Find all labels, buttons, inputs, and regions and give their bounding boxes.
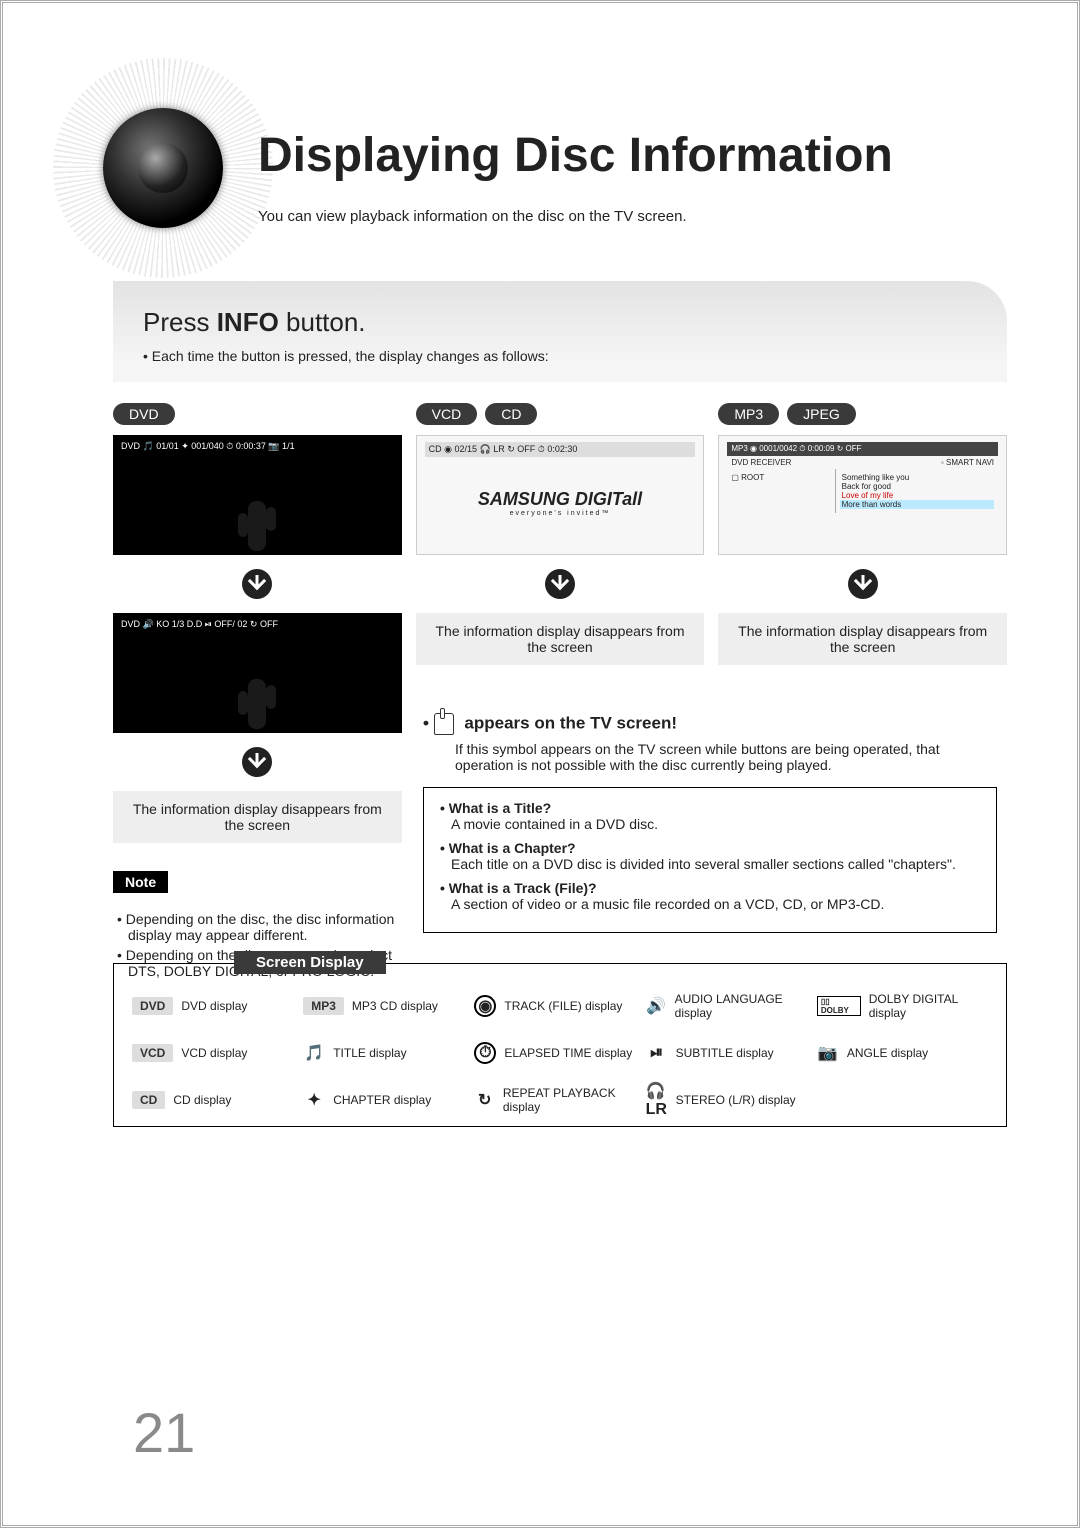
instruction-card: Press INFO button. • Each time the butto… <box>113 281 1007 382</box>
dvd-screen-1: DVD 🎵 01/01 ✦ 001/040 ⏱ 0:00:37 📷 1/1 <box>113 435 402 555</box>
cd-info-bar: CD ◉ 02/15 🎧 LR ↻ OFF ⏱ 0:02:30 <box>425 442 696 457</box>
tv-description: If this symbol appears on the TV screen … <box>455 741 997 773</box>
legend-row-1: DVDDVD display MP3MP3 CD display ◉TRACK … <box>132 992 988 1020</box>
note-label: Note <box>113 871 168 893</box>
elapsed-time-icon: ⏱ <box>474 1042 496 1064</box>
note-1: Depending on the disc, the disc informat… <box>117 911 402 943</box>
pill-cd: CD <box>485 403 537 425</box>
cd-disappear-text: The information display disappears from … <box>416 613 705 665</box>
page-subtitle: You can view playback information on the… <box>258 208 687 225</box>
arrow-down-icon <box>242 747 272 777</box>
target-icon: ◉ <box>474 995 496 1017</box>
subtitle-icon: ⏯ <box>646 1042 668 1064</box>
pill-mp3: MP3 <box>718 403 779 425</box>
instruction-heading: Press INFO button. <box>143 307 977 338</box>
page-title: Displaying Disc Information <box>258 128 893 183</box>
arrow-down-icon <box>848 569 878 599</box>
cactus-silhouette <box>248 501 266 551</box>
cactus-silhouette <box>248 679 266 729</box>
angle-icon: 📷 <box>817 1042 839 1064</box>
instruction-body: • Each time the button is pressed, the d… <box>143 348 977 364</box>
pill-jpeg: JPEG <box>787 403 856 425</box>
dvd-screen-2: DVD 🔊 KO 1/3 D.D ⏯ OFF/ 02 ↻ OFF <box>113 613 402 733</box>
pill-dvd: DVD <box>113 403 175 425</box>
screen-display-title: Screen Display <box>234 951 386 974</box>
dvd-info-bar-2: DVD 🔊 KO 1/3 D.D ⏯ OFF/ 02 ↻ OFF <box>121 619 394 630</box>
mp3-device: DVD RECEIVER <box>731 458 791 467</box>
audio-lang-icon: 🔊 <box>646 995 667 1017</box>
def-chapter: What is a Chapter? Each title on a DVD d… <box>440 840 980 872</box>
stereo-icon: 🎧 LR <box>646 1089 668 1111</box>
dvd-disappear-text: The information display disappears from … <box>113 791 402 843</box>
dvd-column: DVD DVD 🎵 01/01 ✦ 001/040 ⏱ 0:00:37 📷 1/… <box>113 403 402 983</box>
pill-vcd: VCD <box>416 403 478 425</box>
dvd-info-bar-1: DVD 🎵 01/01 ✦ 001/040 ⏱ 0:00:37 📷 1/1 <box>121 441 394 452</box>
mp3-smart-navi: ◦ SMART NAVI <box>941 458 994 467</box>
dolby-icon: ▯▯ DOLBY <box>817 996 861 1016</box>
legend-row-3: CDCD display ✦CHAPTER display ↻REPEAT PL… <box>132 1086 988 1114</box>
speaker-cone <box>103 108 223 228</box>
samsung-brand: SAMSUNG DIGITall <box>425 489 696 510</box>
mp3-root: ▢ ROOT <box>727 469 835 513</box>
page-number: 21 <box>133 1400 195 1465</box>
tv-heading: • appears on the TV screen! <box>423 713 997 735</box>
arrow-down-icon <box>242 569 272 599</box>
def-track: What is a Track (File)? A section of vid… <box>440 880 980 912</box>
mp3-info-bar: MP3 ◉ 0001/0042 ⏱ 0:00:09 ↻ OFF <box>727 442 998 456</box>
speaker-graphic <box>73 78 253 258</box>
tv-screen-info: • appears on the TV screen! If this symb… <box>423 713 997 933</box>
mp3-disappear-text: The information display disappears from … <box>718 613 1007 665</box>
repeat-icon: ↻ <box>474 1089 494 1111</box>
definitions-box: What is a Title? A movie contained in a … <box>423 787 997 933</box>
samsung-tagline: everyone's invited™ <box>425 510 696 517</box>
mp3-screen: MP3 ◉ 0001/0042 ⏱ 0:00:09 ↻ OFF DVD RECE… <box>718 435 1007 555</box>
mp3-tracklist: Something like you Back for good Love of… <box>836 469 998 513</box>
def-title: What is a Title? A movie contained in a … <box>440 800 980 832</box>
cd-screen: CD ◉ 02/15 🎧 LR ↻ OFF ⏱ 0:02:30 SAMSUNG … <box>416 435 705 555</box>
hand-stop-icon <box>434 713 454 735</box>
title-icon: 🎵 <box>303 1042 325 1064</box>
screen-display-legend: Screen Display DVDDVD display MP3MP3 CD … <box>113 963 1007 1127</box>
arrow-down-icon <box>545 569 575 599</box>
legend-row-2: VCDVCD display 🎵TITLE display ⏱ELAPSED T… <box>132 1042 988 1064</box>
chapter-icon: ✦ <box>303 1089 325 1111</box>
